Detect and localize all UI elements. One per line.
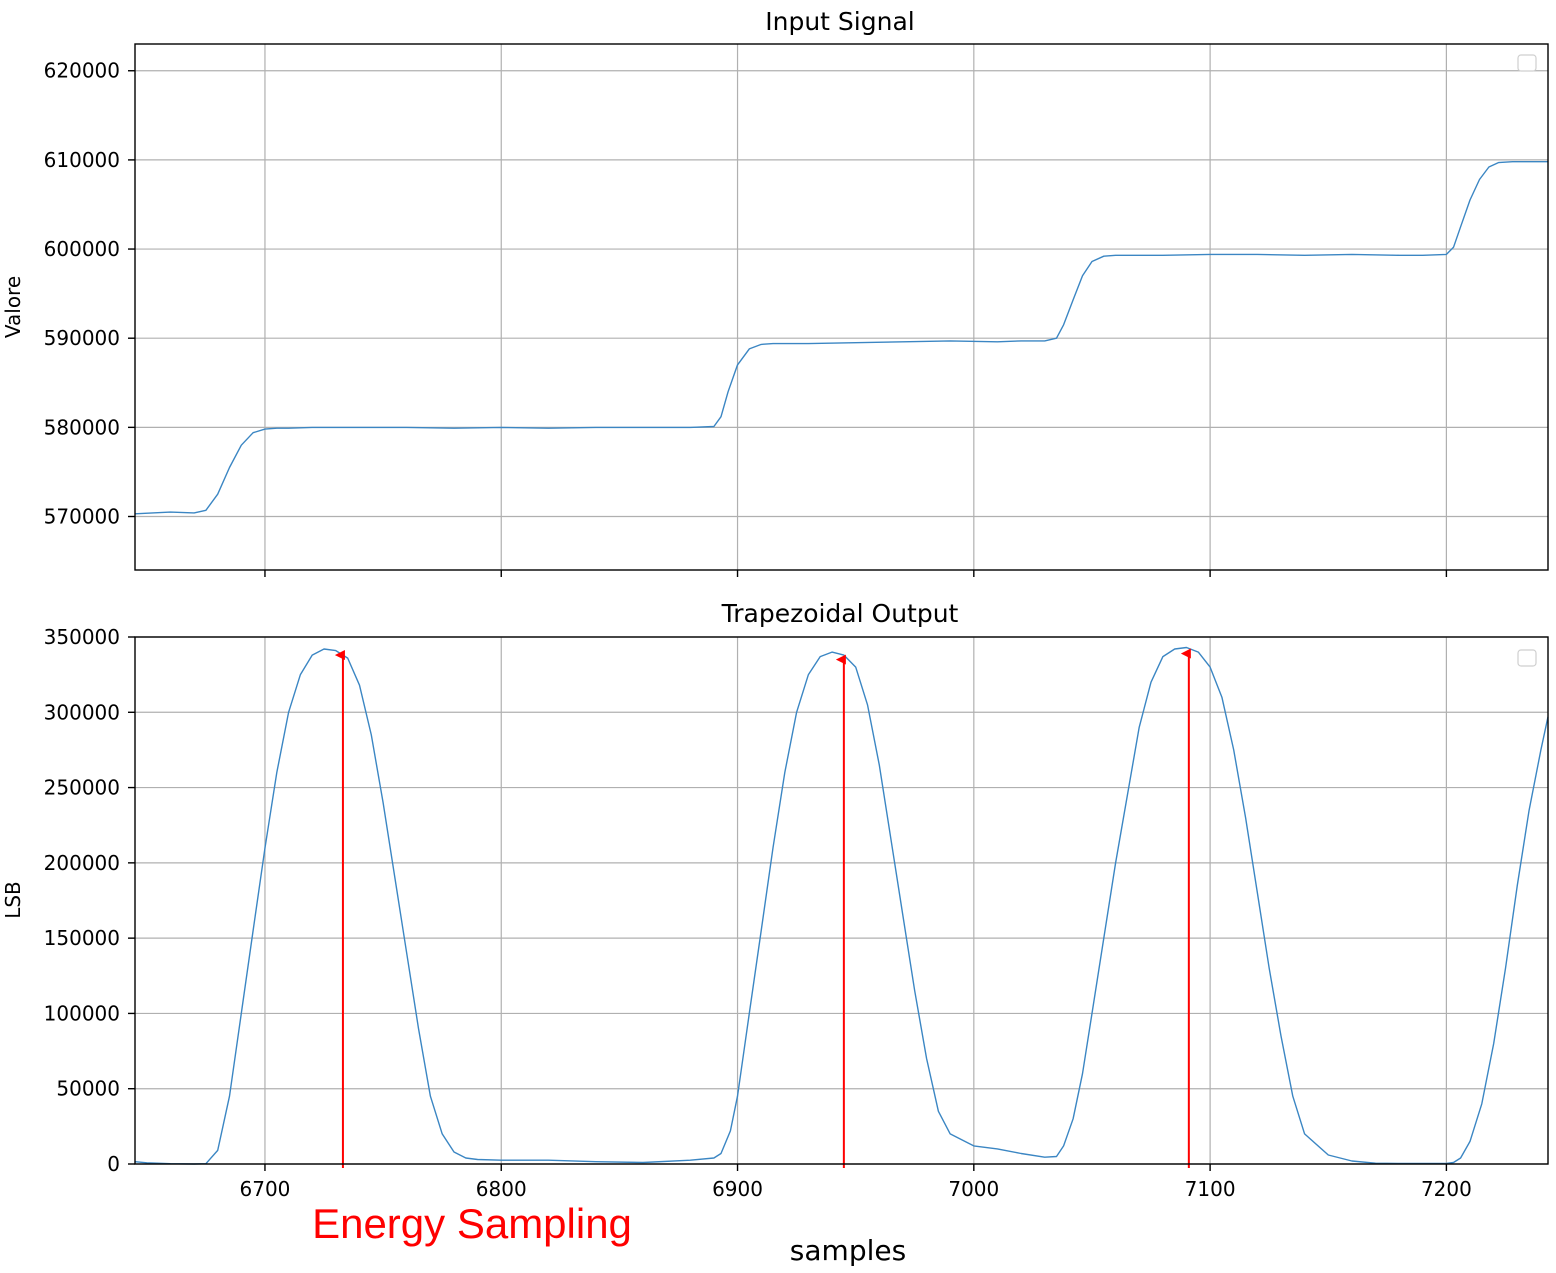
trapezoidal-output-title: Trapezoidal Output: [721, 599, 959, 628]
input-signal-ytick-label: 580000: [44, 415, 120, 439]
trapezoidal-output-ytick-label: 50000: [56, 1077, 120, 1101]
input-signal-ytick-label: 620000: [44, 59, 120, 83]
trapezoidal-output-ytick-label: 150000: [44, 926, 120, 950]
input-signal-plot: Input Signal 570000 580000 590000 600000 610…: [1, 7, 1549, 577]
input-signal-title: Input Signal: [765, 7, 914, 36]
trapezoidal-output-xtick-label: 6900: [712, 1177, 763, 1201]
trapezoidal-output-line: [134, 646, 1549, 1165]
trapezoidal-output-ticks: 6700 6800 6900 7000 7100 7200 0 50000 100000 1500…: [44, 625, 1472, 1201]
trapezoidal-output-legend: [1517, 649, 1537, 667]
input-signal-ytick-label: 590000: [44, 326, 120, 350]
trapezoidal-output-ytick-label: 0: [107, 1152, 120, 1176]
trapezoidal-output-xtick-label: 7100: [1185, 1177, 1236, 1201]
trapezoidal-output-series: [134, 646, 1549, 1165]
input-signal-frame: [134, 43, 1549, 571]
input-signal-series: [134, 161, 1548, 515]
trapezoidal-output-grid: [135, 636, 1548, 1165]
trapezoidal-output-frame: [134, 636, 1549, 1165]
input-signal-line: [134, 161, 1548, 515]
trapezoidal-output-ytick-label: 350000: [44, 625, 120, 649]
trapezoidal-output-ytick-label: 300000: [44, 700, 120, 724]
input-signal-grid: [135, 44, 1548, 570]
x-axis-label: samples: [790, 1234, 906, 1267]
energy-sampling-arrows: [334, 648, 1191, 1168]
trapezoidal-output-ytick-label: 200000: [44, 851, 120, 875]
input-signal-ytick-label: 600000: [44, 237, 120, 261]
trapezoidal-output-ytick-label: 100000: [44, 1001, 120, 1025]
input-signal-legend: [1517, 54, 1537, 72]
input-signal-ticks: 570000 580000 590000 600000 610000 620000: [44, 59, 1448, 577]
trapezoidal-output-xtick-label: 7200: [1421, 1177, 1472, 1201]
input-signal-ytick-label: 610000: [44, 148, 120, 172]
input-signal-ytick-label: 570000: [44, 505, 120, 529]
trapezoidal-output-xtick-label: 6700: [240, 1177, 291, 1201]
trapezoidal-output-plot: Trapezoidal Output 6700 6800 6900 7000 7100 7…: [1, 599, 1549, 1201]
trapezoidal-output-xtick-label: 6800: [476, 1177, 527, 1201]
trapezoidal-output-ylabel: LSB: [1, 881, 25, 919]
energy-sampling-label: Energy Sampling: [312, 1200, 632, 1247]
trapezoidal-output-xtick-label: 7000: [948, 1177, 999, 1201]
input-signal-ylabel: Valore: [1, 276, 25, 338]
trapezoidal-output-ytick-label: 250000: [44, 776, 120, 800]
